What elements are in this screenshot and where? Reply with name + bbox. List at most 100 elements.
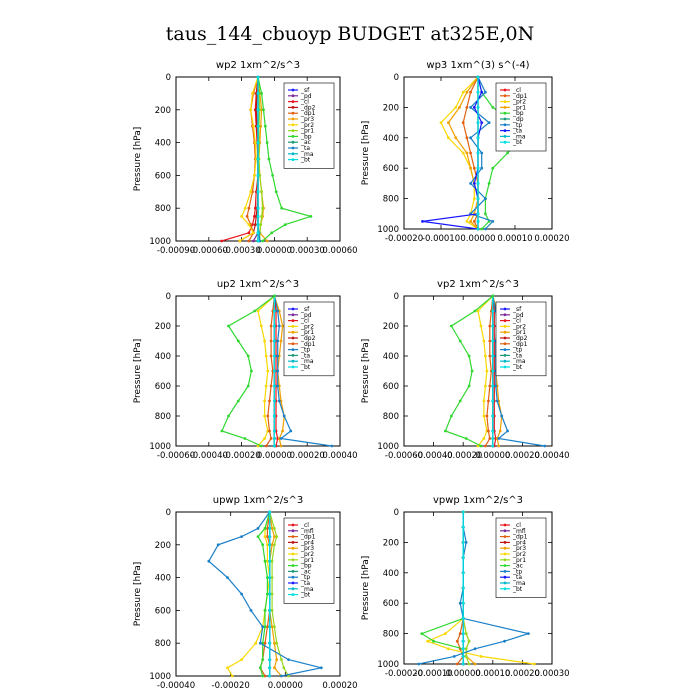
data-point [265, 239, 269, 243]
data-point [526, 632, 530, 635]
data-point [491, 220, 495, 223]
data-point [464, 632, 468, 635]
y-tick-label: 0 [166, 73, 171, 83]
legend-marker [503, 313, 507, 317]
legend-marker [503, 330, 507, 334]
legend-label: _pr2 [512, 99, 526, 106]
data-point [240, 535, 244, 538]
legend-label: _mfl [300, 528, 314, 535]
legend-label: _bt [300, 157, 311, 164]
data-point [280, 206, 284, 210]
data-point [207, 559, 211, 563]
legend-marker [503, 88, 507, 92]
data-point [458, 339, 462, 343]
y-tick-label: 400 [155, 139, 171, 149]
panel-title: vpwp 1xm^2/s^3 [433, 495, 523, 506]
data-point [270, 592, 274, 596]
legend-marker [291, 546, 295, 550]
legend-marker [291, 529, 295, 533]
chart-panel: vp2 1xm^2/s^3 Pressure [hPa] 0 200 400 600 800… [361, 279, 570, 461]
data-point [465, 136, 469, 140]
legend-label: _pd [300, 312, 312, 319]
legend-marker [291, 140, 295, 144]
data-point [273, 369, 276, 373]
legend-label: _pr4 [512, 539, 526, 546]
y-tick-label: 800 [383, 412, 399, 422]
legend-label: _bp [300, 133, 312, 140]
legend-label: _sf [512, 306, 522, 313]
legend-marker [291, 129, 295, 133]
legend-label: _ma [512, 358, 526, 365]
data-point [249, 609, 253, 612]
panel-title: vp2 1xm^2/s^3 [437, 279, 519, 290]
legend-marker [291, 336, 295, 340]
data-point [470, 369, 474, 373]
legend-marker [503, 100, 507, 103]
panel-title: up2 1xm^2/s^3 [217, 279, 299, 290]
data-point [276, 339, 280, 343]
legend-label: _bt [512, 139, 523, 146]
data-point [269, 354, 273, 358]
data-point [532, 662, 536, 666]
data-point [279, 444, 283, 448]
data-point [491, 106, 495, 109]
x-tick-label: -0.00020 [444, 451, 482, 461]
legend-label: _pr1 [300, 128, 314, 135]
data-point [421, 220, 424, 223]
data-point [275, 641, 279, 645]
data-point [476, 220, 480, 223]
legend-marker [503, 529, 507, 533]
data-point [264, 354, 268, 358]
data-point [266, 535, 269, 538]
legend-marker [503, 129, 507, 133]
data-point [250, 369, 253, 373]
data-point [444, 429, 447, 433]
data-point [461, 525, 465, 529]
data-point [254, 641, 258, 645]
data-point [264, 384, 268, 388]
legend-label: _ma [512, 133, 526, 140]
legend-label: _pr2 [300, 551, 314, 558]
panel-title: wp2 1xm^2/s^3 [216, 60, 300, 71]
data-point [469, 106, 472, 109]
legend-marker [291, 100, 295, 103]
chart-panel: wp2 1xm^2/s^3 Pressure [hPa] 0 200 400 600 800… [133, 60, 358, 256]
data-point [464, 541, 468, 544]
legend-label: _ma [300, 151, 314, 158]
data-point [256, 239, 260, 243]
legend-marker [291, 325, 295, 328]
data-point [461, 510, 465, 514]
data-point [270, 231, 274, 235]
legend-marker [291, 359, 295, 363]
data-point [266, 576, 269, 579]
legend-label: _tp [300, 347, 310, 354]
data-point [236, 399, 240, 403]
legend-marker [291, 158, 295, 162]
series-line [440, 76, 479, 230]
data-point [472, 182, 476, 185]
data-point [482, 339, 486, 343]
y-tick-label: 800 [383, 630, 399, 640]
y-tick-label: 400 [383, 569, 399, 579]
data-point [270, 609, 274, 612]
legend-label: _dp2 [300, 335, 316, 342]
data-point [287, 658, 290, 661]
data-point [469, 182, 472, 185]
data-point [484, 212, 487, 216]
legend-marker [291, 558, 295, 562]
data-point [455, 662, 459, 666]
data-point [259, 444, 263, 448]
data-point [491, 429, 495, 433]
data-point [455, 639, 459, 643]
legend-marker [503, 325, 507, 328]
data-point [465, 220, 469, 223]
legend-label: _bt [512, 586, 523, 593]
data-point [261, 206, 264, 210]
legend-marker [503, 365, 507, 369]
data-point [268, 429, 271, 433]
data-point [252, 239, 255, 243]
data-point [273, 641, 276, 645]
legend-marker [503, 354, 507, 357]
data-point [469, 136, 472, 140]
data-point [273, 294, 276, 298]
